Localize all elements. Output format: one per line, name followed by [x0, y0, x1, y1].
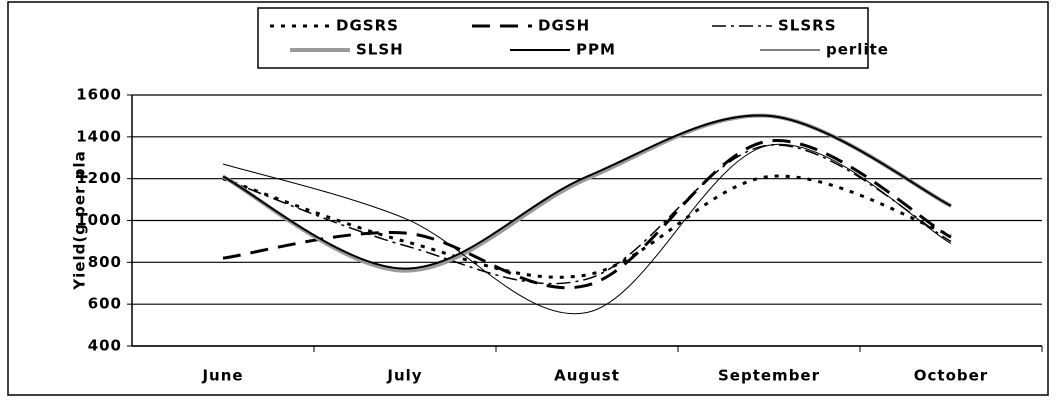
y-tick-label: 1400 [76, 127, 122, 145]
y-tick-label: 1000 [76, 211, 122, 229]
y-tick-label: 1600 [76, 86, 122, 104]
series-line [222, 143, 952, 315]
y-tick-label: 800 [88, 253, 122, 271]
y-tick-label: 400 [88, 337, 122, 355]
x-tick-label: July [386, 367, 422, 385]
legend-box [257, 7, 869, 69]
legend-label: DGSH [538, 17, 590, 35]
series-line [222, 114, 952, 270]
x-tick-label: June [201, 367, 243, 385]
legend-label: DGSRS [336, 17, 399, 35]
x-tick-label: September [718, 367, 820, 385]
series-line [222, 144, 952, 285]
series-line [222, 139, 952, 290]
legend-label: SLSH [356, 41, 404, 59]
legend-label: PPM [576, 41, 616, 59]
legend-label: perlite [826, 41, 889, 59]
series-line [222, 174, 952, 279]
y-tick-label: 600 [88, 295, 122, 313]
x-tick-label: October [914, 367, 988, 385]
legend-label: SLSRS [778, 17, 837, 35]
y-tick-label: 1200 [76, 169, 122, 187]
x-tick-label: August [554, 367, 620, 385]
y-axis-label: Yield(g per pla [71, 150, 89, 290]
